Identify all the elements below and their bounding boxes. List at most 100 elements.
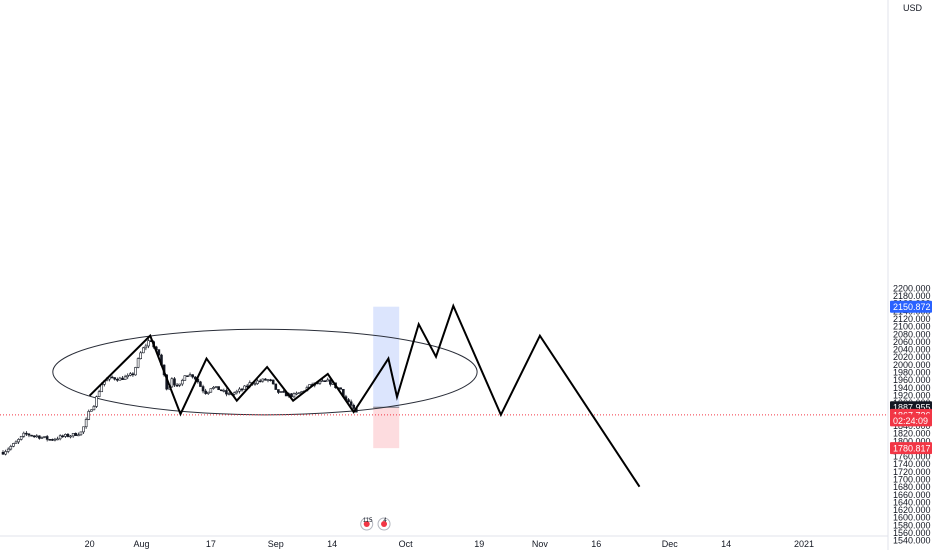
candle-body — [245, 385, 249, 388]
price-tick-label: 2020.000 — [893, 352, 931, 362]
candle-body — [201, 386, 205, 392]
event-marker-count: 115 — [363, 518, 373, 524]
candle-body — [25, 432, 28, 435]
price-tick-label: 1580.000 — [893, 520, 931, 530]
candle-body — [82, 426, 85, 433]
candle-body — [141, 347, 145, 354]
price-tick-label: 1800.000 — [893, 436, 931, 446]
candle-body — [12, 443, 15, 447]
candle-body — [61, 435, 65, 438]
flag-icon — [381, 521, 388, 527]
price-tick-label: 1560.000 — [893, 528, 931, 538]
price-axis-bg — [888, 0, 932, 550]
candle-body — [53, 438, 57, 441]
candle-body — [35, 435, 39, 438]
candle-body — [48, 439, 52, 441]
time-tick-label: 2021 — [794, 539, 814, 549]
candle-body — [144, 345, 148, 349]
candle-body — [40, 437, 44, 439]
candle-body — [84, 419, 88, 428]
price-axis[interactable]: 2200.0002180.0002160.0002140.0002120.000… — [887, 0, 932, 550]
price-tick-label: 1660.000 — [893, 490, 931, 500]
time-axis[interactable]: 20 Aug 17 Sep 14 Oct 19 Nov 16 Dec 14 2021 — [0, 535, 888, 549]
candle-body — [118, 377, 122, 381]
candle-body — [225, 390, 228, 395]
event-marker-count: 4 — [383, 518, 387, 524]
candle-body — [323, 380, 327, 382]
price-tick-label: 1760.000 — [893, 452, 931, 462]
candle-body — [199, 381, 202, 387]
price-tick-label: 1720.000 — [893, 467, 931, 477]
candle-body — [32, 435, 36, 438]
price-badge-bg — [890, 414, 932, 427]
zigzag-projection-line[interactable] — [88, 303, 641, 488]
price-badge-label: 1887.955 — [893, 403, 931, 413]
candle-body — [170, 378, 174, 388]
candle-body — [113, 377, 117, 380]
candle-body — [1, 451, 5, 455]
candle-body — [219, 389, 223, 392]
candle-body — [139, 352, 142, 359]
candle-body — [277, 389, 280, 393]
candle-body — [209, 388, 213, 393]
candle-body — [79, 431, 83, 436]
candle-body — [206, 391, 210, 394]
candle-body — [90, 409, 93, 412]
candle-body — [74, 433, 78, 436]
candle-body — [71, 433, 75, 437]
time-tick-label: Aug — [134, 539, 150, 549]
price-tick-label: 2180.000 — [893, 291, 931, 301]
candle-body — [282, 391, 285, 393]
candle-body — [77, 434, 80, 437]
time-tick-label: 14 — [327, 539, 337, 549]
candle-body — [326, 379, 330, 382]
candle-body — [279, 391, 283, 393]
flag-icon — [363, 521, 370, 527]
candle-body — [271, 379, 275, 385]
price-tick-label: 1640.000 — [893, 497, 931, 507]
time-tick-label: 17 — [206, 539, 216, 549]
event-markers[interactable]: 115 4 — [360, 517, 391, 531]
candle-body — [188, 374, 192, 377]
candle-body — [204, 390, 207, 394]
price-tick-label: 1620.000 — [893, 505, 931, 515]
price-tick-label: 2120.000 — [893, 314, 931, 324]
candle-body — [240, 388, 244, 391]
candle-body — [261, 378, 265, 382]
price-tick-label: 1980.000 — [893, 368, 931, 378]
candle-body — [9, 446, 13, 450]
price-tick-label: 1600.000 — [893, 513, 931, 523]
candle-body — [131, 373, 135, 376]
candle-body — [266, 379, 270, 381]
time-tick-label: Oct — [399, 539, 414, 549]
currency-label[interactable]: USD — [903, 3, 923, 13]
candles-layer — [1, 338, 358, 456]
candle-body — [180, 380, 184, 385]
price-badge-label: 02:24:09 — [893, 416, 928, 426]
candle-body — [147, 340, 150, 347]
candle-body — [214, 386, 218, 388]
candle-body — [69, 435, 72, 438]
candle-body — [136, 358, 140, 368]
candle-body — [97, 391, 101, 397]
candle-body — [269, 379, 272, 381]
price-tick-label: 2040.000 — [893, 345, 931, 355]
candle-body — [253, 383, 257, 385]
time-tick-label: Dec — [662, 539, 679, 549]
candle-body — [258, 380, 262, 383]
price-tick-label: 1920.000 — [893, 390, 931, 400]
candle-body — [264, 378, 267, 381]
pattern-layer[interactable] — [88, 303, 641, 488]
price-badge-label: 2150.872 — [893, 302, 931, 312]
candle-body — [329, 379, 332, 385]
candle-body — [349, 401, 353, 406]
candle-body — [126, 375, 130, 378]
price-tick-label: 1820.000 — [893, 429, 931, 439]
position-stop-zone[interactable] — [373, 407, 400, 449]
price-tick-label: 2200.000 — [893, 283, 931, 293]
candle-body — [121, 377, 124, 380]
candle-body — [129, 373, 132, 376]
